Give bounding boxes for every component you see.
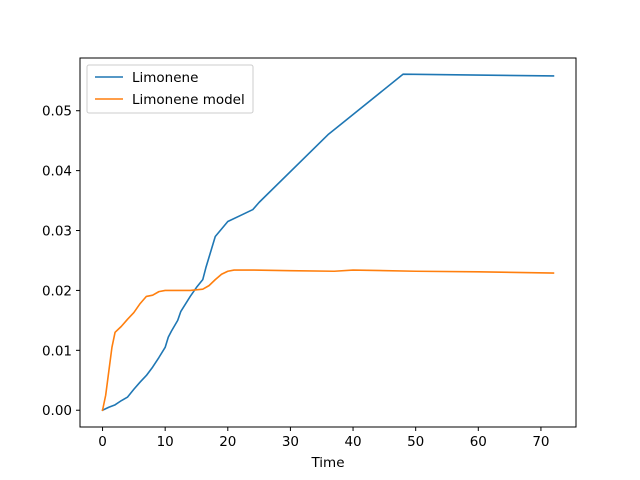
legend-label: Limonene model <box>132 92 245 108</box>
x-tick-label: 70 <box>532 434 549 450</box>
legend: Limonene Limonene model <box>86 64 254 114</box>
y-tick-label: 0.04 <box>42 164 72 180</box>
x-tick-label: 40 <box>344 434 361 450</box>
y-tick-label: 0.05 <box>42 104 72 120</box>
y-tick-label: 0.03 <box>42 224 72 240</box>
x-tick-label: 20 <box>219 434 236 450</box>
y-tick-label: 0.00 <box>42 403 72 419</box>
legend-box <box>86 64 254 114</box>
x-tick-label: 30 <box>282 434 299 450</box>
x-axis: 0 10 20 30 40 50 60 70 <box>98 427 550 450</box>
x-tick-label: 10 <box>157 434 174 450</box>
x-axis-label: Time <box>310 455 344 471</box>
series-line-limonene-model <box>101 269 555 412</box>
axes-frame <box>79 57 577 428</box>
series-layer <box>101 73 555 412</box>
series-line-limonene <box>101 73 555 412</box>
y-tick-label: 0.01 <box>42 343 72 359</box>
x-tick-label: 60 <box>470 434 487 450</box>
plot-area <box>79 57 577 428</box>
y-tick-label: 0.02 <box>42 283 72 299</box>
legend-label: Limonene <box>132 70 198 86</box>
x-tick-label: 0 <box>98 434 107 450</box>
x-tick-label: 50 <box>407 434 424 450</box>
y-axis: 0.00 0.01 0.02 0.03 0.04 0.05 <box>42 104 80 419</box>
